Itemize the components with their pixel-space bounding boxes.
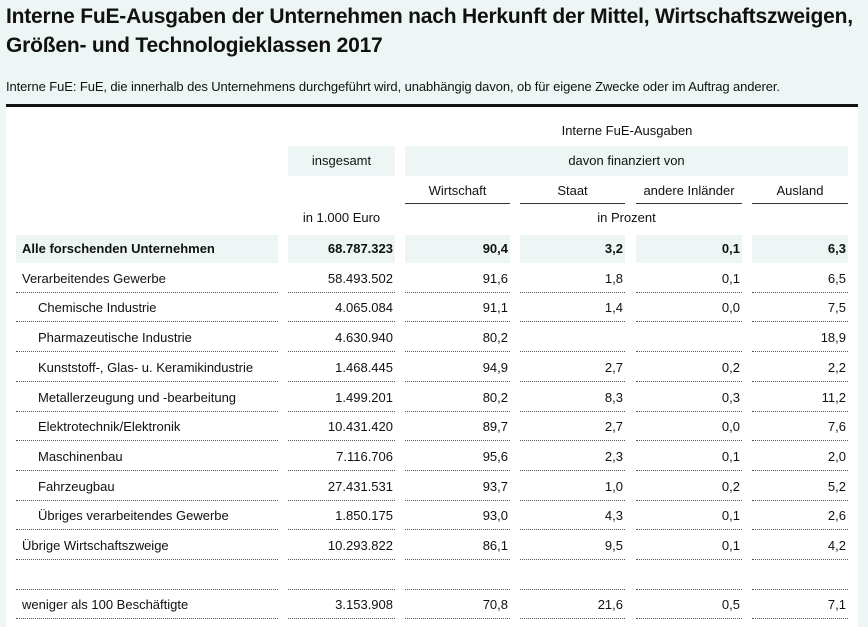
value-total: 68.787.323 (288, 235, 395, 263)
value-staat: 1,4 (520, 294, 625, 323)
value-ausland: 11,2 (752, 384, 848, 412)
row-label (16, 562, 278, 590)
value-andere (636, 324, 742, 353)
row-label: Elektrotechnik/Elektronik (16, 413, 278, 442)
value-andere: 0,0 (636, 413, 742, 442)
value-total: 4.065.084 (288, 294, 395, 323)
value-ausland: 6,3 (752, 235, 848, 263)
value-wirtschaft: 80,2 (405, 384, 510, 412)
value-andere: 0,3 (636, 384, 742, 412)
header-col-andere: andere Inländer (636, 178, 742, 204)
value-total: 7.116.706 (288, 443, 395, 471)
value-andere: 0,1 (636, 532, 742, 560)
row-label: Pharmazeutische Industrie (16, 324, 278, 353)
value-total: 1.850.175 (288, 502, 395, 531)
value-wirtschaft: 91,1 (405, 294, 510, 323)
value-wirtschaft: 93,0 (405, 502, 510, 531)
value-wirtschaft (405, 562, 510, 590)
value-andere: 0,1 (636, 443, 742, 471)
value-total: 10.431.420 (288, 413, 395, 442)
value-ausland: 7,6 (752, 413, 848, 442)
value-ausland: 2,2 (752, 354, 848, 382)
row-label: Chemische Industrie (16, 294, 278, 323)
row-label: Übriges verarbeitendes Gewerbe (16, 502, 278, 531)
value-staat (520, 324, 625, 353)
value-staat: 2,3 (520, 443, 625, 471)
value-ausland: 2,6 (752, 502, 848, 531)
value-andere (636, 562, 742, 590)
value-total: 27.431.531 (288, 473, 395, 501)
value-andere: 0,0 (636, 294, 742, 323)
row-label: Übrige Wirtschaftszweige (16, 532, 278, 560)
value-ausland (752, 562, 848, 590)
value-andere: 0,1 (636, 502, 742, 531)
value-staat: 21,6 (520, 591, 625, 620)
value-total: 58.493.502 (288, 265, 395, 293)
header-col-ausland: Ausland (752, 178, 848, 204)
value-staat: 3,2 (520, 235, 625, 263)
value-andere: 0,1 (636, 235, 742, 263)
title-line-1: Interne FuE-Ausgaben der Unternehmen nac… (6, 5, 853, 28)
unit-total: in 1.000 Euro (302, 210, 381, 225)
header-group: Interne FuE-Ausgaben (561, 123, 693, 138)
value-staat: 2,7 (520, 354, 625, 382)
value-ausland: 4,2 (752, 532, 848, 560)
value-andere: 0,5 (636, 591, 742, 620)
value-staat: 9,5 (520, 532, 625, 560)
value-staat: 4,3 (520, 502, 625, 531)
value-staat: 8,3 (520, 384, 625, 412)
value-total: 10.293.822 (288, 532, 395, 560)
value-wirtschaft: 94,9 (405, 354, 510, 382)
data-table: Interne FuE-Ausgaben insgesamt davon fin… (6, 104, 858, 627)
value-wirtschaft: 93,7 (405, 473, 510, 501)
value-staat: 1,8 (520, 265, 625, 293)
value-andere: 0,1 (636, 265, 742, 293)
value-ausland: 7,1 (752, 591, 848, 620)
unit-percent: in Prozent (597, 210, 656, 225)
row-label: Maschinenbau (16, 443, 278, 471)
header-total: insgesamt (288, 146, 395, 176)
value-staat: 1,0 (520, 473, 625, 501)
value-andere: 0,2 (636, 354, 742, 382)
value-wirtschaft: 89,7 (405, 413, 510, 442)
row-label: Alle forschenden Unternehmen (16, 235, 278, 263)
header-financed: davon finanziert von (405, 146, 848, 176)
value-ausland: 6,5 (752, 265, 848, 293)
value-ausland: 2,0 (752, 443, 848, 471)
value-ausland: 5,2 (752, 473, 848, 501)
value-wirtschaft: 91,6 (405, 265, 510, 293)
subtitle: Interne FuE: FuE, die innerhalb des Unte… (6, 79, 780, 94)
value-wirtschaft: 86,1 (405, 532, 510, 560)
value-total: 1.468.445 (288, 354, 395, 382)
header-col-staat: Staat (520, 178, 625, 204)
value-wirtschaft: 80,2 (405, 324, 510, 353)
value-total: 1.499.201 (288, 384, 395, 412)
row-label: Metallerzeugung und -bearbeitung (16, 384, 278, 412)
value-ausland: 18,9 (752, 324, 848, 353)
value-staat: 2,7 (520, 413, 625, 442)
value-staat (520, 562, 625, 590)
row-label: Kunststoff-, Glas- u. Keramikindustrie (16, 354, 278, 382)
row-label: Fahrzeugbau (16, 473, 278, 501)
header-col-wirtschaft: Wirtschaft (405, 178, 510, 204)
value-wirtschaft: 90,4 (405, 235, 510, 263)
value-total: 4.630.940 (288, 324, 395, 353)
value-andere: 0,2 (636, 473, 742, 501)
value-total: 3.153.908 (288, 591, 395, 620)
value-total (288, 562, 395, 590)
title-line-2: Größen- und Technologieklassen 2017 (6, 34, 383, 57)
value-wirtschaft: 70,8 (405, 591, 510, 620)
page-title: Interne FuE-Ausgaben der Unternehmen nac… (6, 2, 853, 60)
value-wirtschaft: 95,6 (405, 443, 510, 471)
value-ausland: 7,5 (752, 294, 848, 323)
row-label: Verarbeitendes Gewerbe (16, 265, 278, 293)
row-label: weniger als 100 Beschäftigte (16, 591, 278, 620)
